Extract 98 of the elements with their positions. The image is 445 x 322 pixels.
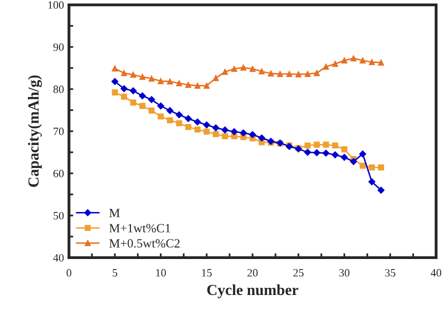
point [148,76,155,82]
point [341,146,348,152]
point [332,151,339,158]
point [322,150,330,157]
point [231,133,238,140]
point [158,113,164,120]
point [176,120,182,126]
point [322,64,329,70]
point [360,162,366,169]
point [332,142,338,149]
point [212,131,219,138]
legend-label: M+0.5wt%C2 [109,239,180,248]
point [176,111,183,118]
point [166,107,174,114]
point [138,92,146,100]
point [203,121,210,128]
point [148,96,156,104]
point [359,150,366,158]
point [185,124,192,130]
point [378,60,384,66]
x-tick-label: 25 [293,269,304,277]
point [222,68,228,75]
point [268,70,274,77]
point [314,142,320,148]
point [249,131,256,138]
point [212,75,219,82]
point [314,70,320,76]
point [313,149,320,156]
point [139,74,146,80]
point [222,133,228,140]
point [204,128,210,135]
y-tick-label: 60 [53,170,64,178]
point [277,70,284,77]
x-tick-label: 20 [247,269,258,277]
point [304,148,312,156]
point [368,59,375,66]
point [231,66,238,72]
point [240,129,247,136]
point [185,82,192,88]
point [378,164,384,170]
x-tick-label: 30 [339,269,350,277]
point [139,102,146,109]
point [230,128,238,136]
point [322,142,329,148]
point [158,78,164,84]
point [286,70,292,77]
x-axis-title: Cycle number [207,284,298,298]
legend-label: M+1wt%C1 [109,224,170,232]
y-tick-label: 70 [54,128,64,136]
x-tick-label: 0 [66,269,72,277]
point [111,78,118,85]
x-tick-label: 15 [202,269,212,277]
x-tick-label: 10 [156,269,166,277]
y-tick-label: 80 [53,86,64,94]
point [157,102,164,110]
point [350,158,357,166]
point [194,118,201,126]
point [240,64,246,71]
point [166,117,173,124]
x-tick-label: 5 [112,269,118,277]
point [121,94,128,100]
y-axis-title: Capacity(mAh/g) [28,75,42,187]
point [130,100,136,106]
point [304,70,311,77]
point [112,89,118,96]
point [204,82,210,89]
point [340,154,348,161]
point [176,80,182,86]
point [368,178,376,186]
point [360,57,366,64]
point [148,108,155,114]
point [250,66,256,72]
point [350,55,357,62]
point [332,60,338,67]
point [258,134,266,142]
point [120,85,128,92]
y-tick-label: 40 [53,254,64,262]
point [378,186,384,194]
point [184,115,192,122]
y-tick-label: 50 [54,212,64,220]
point [368,164,375,170]
y-tick-label: 100 [48,1,64,9]
point [130,72,136,78]
point [130,87,137,94]
point [258,68,265,74]
point [194,126,200,133]
point [304,142,311,149]
point [222,126,228,134]
point [295,71,302,78]
point [212,124,220,132]
point [112,65,118,72]
x-tick-label: 40 [430,269,442,277]
point [166,78,173,85]
legend-label: M [109,208,120,218]
point [341,57,348,64]
y-tick-label: 90 [53,43,64,51]
x-tick-label: 35 [385,269,396,277]
point [194,82,200,89]
